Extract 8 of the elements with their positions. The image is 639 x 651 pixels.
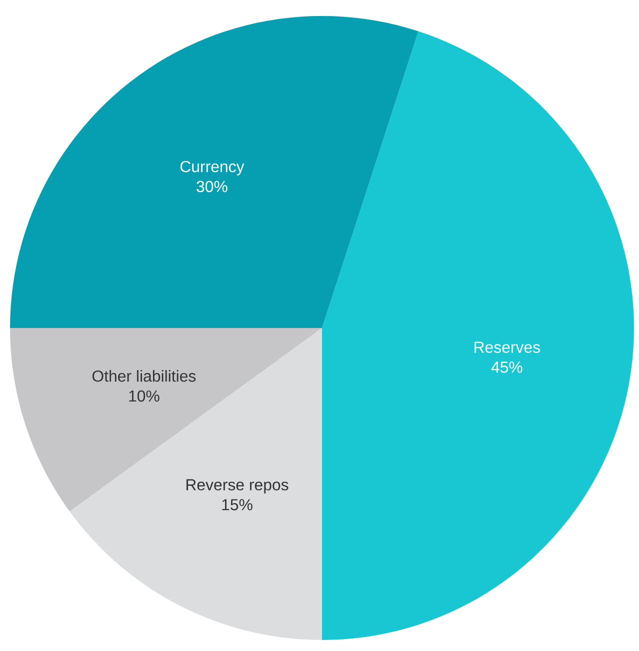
data-label: 45% [491, 362, 522, 373]
data-label: 10% [129, 390, 160, 402]
slice-label: Currency [180, 160, 244, 176]
data-label: 30% [196, 180, 228, 192]
data-label: 15% [222, 499, 252, 510]
slice-label: Reserves [474, 342, 540, 353]
slice-label: Other liabilities [92, 370, 196, 382]
slice-label: Reverse repos [186, 479, 288, 494]
